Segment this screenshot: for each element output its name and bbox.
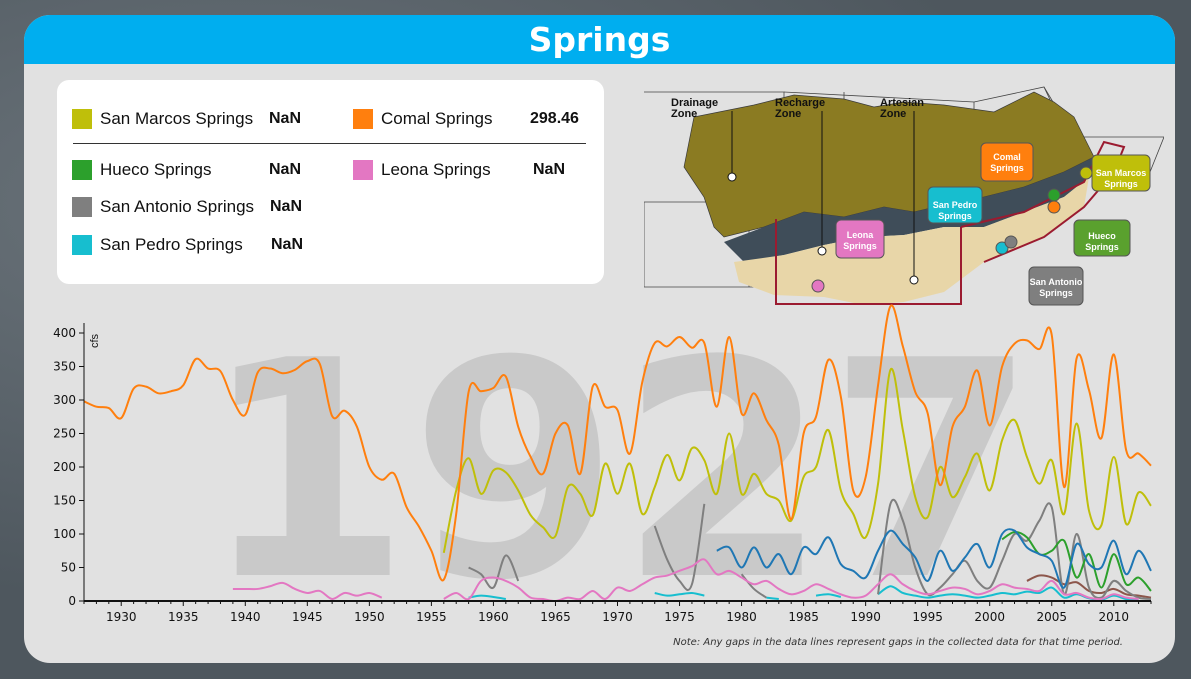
legend-item-san-marcos[interactable]: San Marcos Springs NaN [72,108,322,130]
y-tick-label: 300 [53,393,76,407]
data-gap-note: Note: Any gaps in the data lines represe… [673,637,1123,648]
legend-label: Comal Springs [381,109,493,128]
x-tick-label: 1960 [478,610,509,624]
title-banner: Springs [24,15,1175,64]
page-title: Springs [528,20,671,59]
legend-item-leona[interactable]: Leona Springs NaN [353,159,593,181]
legend-value: NaN [269,110,302,127]
springs-flow-chart: 1927 0 50 100 150 200 250 300 350 400 cfs 1930 1935… [53,297,1152,646]
series-line-brown-series [1026,574,1152,599]
y-tick-label: 250 [53,427,76,441]
legend-item-san-antonio[interactable]: San Antonio Springs NaN [72,196,332,218]
legend-swatch [72,160,92,180]
x-tick-label: 2005 [1036,610,1067,624]
x-tick-label: 1980 [726,610,757,624]
y-tick-label: 100 [53,527,76,541]
series-line-san-marcos-springs [442,367,1152,553]
legend-item-san-pedro[interactable]: San Pedro Springs NaN [72,234,332,256]
artesian-zone [734,177,1089,305]
series-line-san-antonio-springs [653,503,706,591]
x-tick-label: 1945 [292,610,323,624]
x-tick-label: 1930 [106,610,137,624]
legend-swatch [72,109,92,129]
callout-san-antonio-label: San Antonio Springs [1030,277,1083,298]
legend-label: San Pedro Springs [100,235,243,254]
legend-value: NaN [270,198,303,215]
series-line-san-pedro-springs [766,596,779,600]
callout-san-marcos-label: San Marcos Springs [1096,168,1147,189]
y-tick-label: 200 [53,460,76,474]
x-tick-label: 1950 [354,610,385,624]
spring-callouts: Comal Springs San Marcos Springs San Pedro… [811,142,1151,306]
aquifer-map: Drainage Zone Recharge Zone Artesian Zone C… [644,86,1164,306]
zone-label: Artesian Zone [880,97,924,120]
x-tick-label: 1990 [850,610,881,624]
x-tick-label: 2010 [1099,610,1130,624]
callout-hueco-label: Hueco Springs [1085,231,1119,252]
legend-item-hueco[interactable]: Hueco Springs NaN [72,159,322,181]
x-tick-label: 1975 [664,610,695,624]
series-line-comal-springs [83,304,1152,582]
x-tick-label: 1995 [912,610,943,624]
legend-label: San Marcos Springs [100,109,254,128]
legend-value: NaN [533,161,566,178]
series-line-leona-springs [232,581,383,600]
legend-box: San Marcos Springs NaN Comal Springs 298… [57,80,604,284]
legend-value: 298.46 [530,110,579,127]
springs-panel: Springs San Marcos Springs NaN Comal Spr… [24,15,1175,663]
y-tick-label: 350 [53,360,76,374]
callout-leona-label: Leona Springs [843,230,877,251]
x-tick-label: 1940 [230,610,261,624]
x-tick-label: 2000 [974,610,1005,624]
y-tick-label: 50 [61,561,76,575]
legend-label: Leona Springs [381,160,491,179]
legend-divider [73,143,586,144]
series-line-san-pedro-springs [815,593,842,598]
y-tick-label: 150 [53,494,76,508]
legend-value: NaN [271,236,304,253]
x-tick-label: 1965 [540,610,571,624]
callout-comal-label: Comal Springs [990,152,1024,173]
legend-value: NaN [269,161,302,178]
series-line-san-pedro-springs [654,591,705,597]
series-line-san-antonio-springs [468,554,520,590]
y-tick-label: 400 [53,326,76,340]
legend-label: Hueco Springs [100,160,212,179]
zone-pointers [727,111,919,285]
recharge-zone [724,157,1094,262]
legend-label: San Antonio Springs [100,197,255,216]
x-tick-label: 1970 [602,610,633,624]
x-tick-label: 1935 [168,610,199,624]
series-line-hueco-springs [1001,530,1152,592]
series-line-san-pedro-springs [468,594,506,600]
county-boundary [775,140,1126,305]
x-tick-label: 1985 [788,610,819,624]
year-watermark: 1927 [202,297,1037,646]
legend-swatch [353,160,373,180]
axes-layer: 0 50 100 150 200 250 300 350 400 cfs 1930 1935 1940 1… [53,323,1152,624]
zone-label: Drainage Zone [671,97,718,120]
y-axis-label: cfs [89,333,101,348]
x-tick-label: 1955 [416,610,447,624]
legend-item-comal[interactable]: Comal Springs 298.46 [353,108,593,130]
series-line-blue-series [716,528,1152,589]
zone-label: Recharge Zone [775,97,825,120]
series-line-san-antonio-springs [877,498,1152,600]
legend-swatch [72,197,92,217]
series-line-san-antonio-springs [740,573,767,599]
callout-san-pedro-label: San Pedro Springs [933,200,978,221]
y-tick-label: 0 [68,594,76,608]
legend-swatch [72,235,92,255]
legend-swatch [353,109,373,129]
